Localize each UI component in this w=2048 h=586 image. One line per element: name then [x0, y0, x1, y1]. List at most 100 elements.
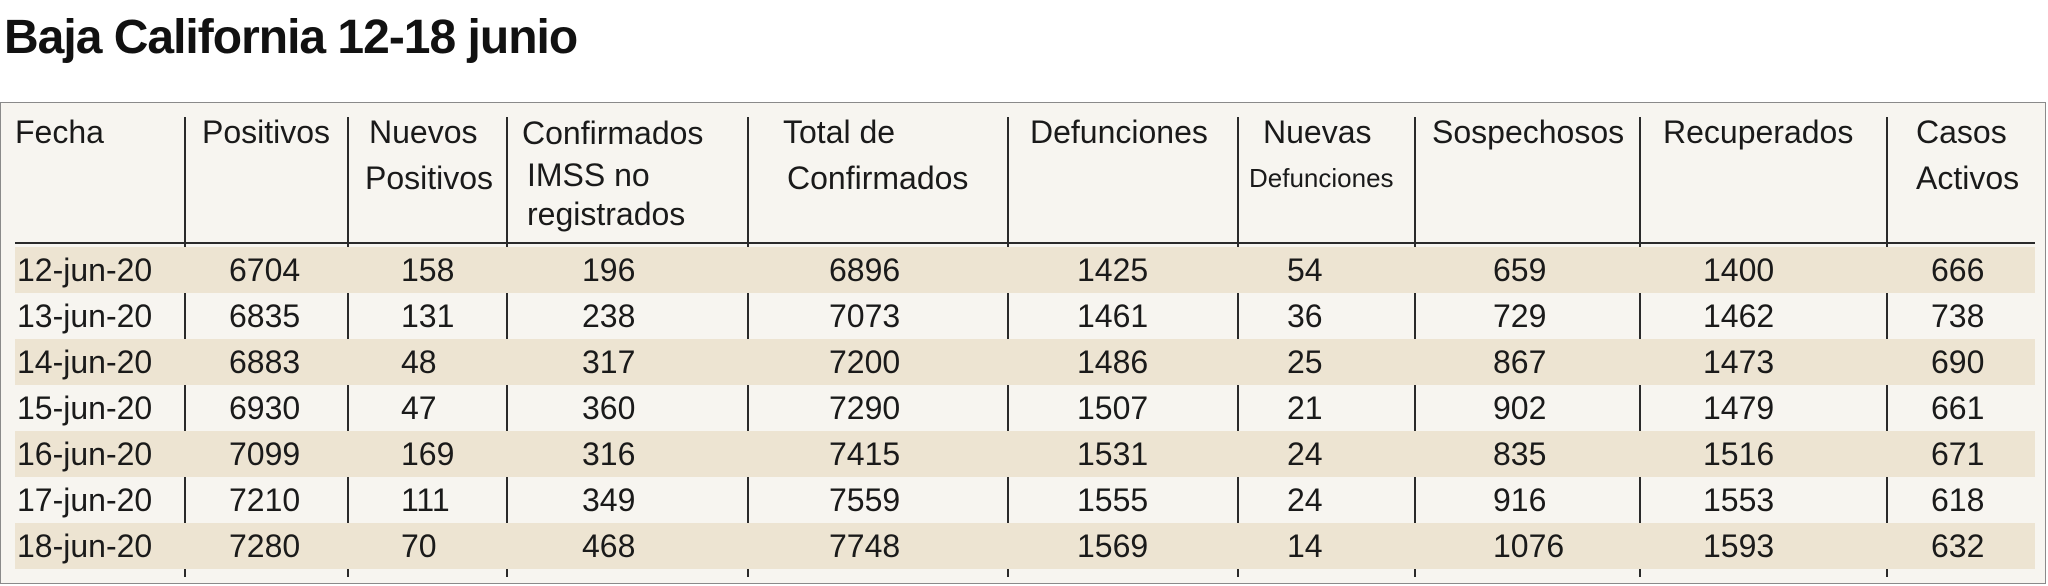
data-table: Fecha Positivos Nuevos Positivos Confirm… [0, 102, 2046, 584]
cell-defunciones: 1569 [1077, 528, 1149, 564]
cell-sospechosos: 1076 [1493, 528, 1565, 564]
cell-total-confirmados: 7748 [829, 528, 901, 564]
header-label: Activos [1916, 160, 2020, 196]
header-defunciones: Defunciones [1030, 109, 1208, 155]
cell-recuperados: 1516 [1703, 436, 1775, 472]
cell-confirmados-imss: 317 [582, 344, 636, 380]
header-label: Positivos [202, 114, 331, 150]
cell-nuevos-positivos: 131 [401, 298, 455, 334]
cell-recuperados: 1473 [1703, 344, 1775, 380]
table-row: 17-jun-20 7210 111 349 7559 1555 24 916 1553 618 [15, 477, 2035, 523]
cell-sospechosos: 835 [1493, 436, 1547, 472]
header-fecha: Fecha [15, 109, 104, 155]
cell-defunciones: 1531 [1077, 436, 1149, 472]
cell-positivos: 6930 [229, 390, 301, 426]
header-recuperados: Recuperados [1663, 109, 1853, 155]
cell-sospechosos: 659 [1493, 252, 1547, 288]
cell-casos-activos: 671 [1931, 436, 1985, 472]
cell-fecha: 16-jun-20 [17, 436, 153, 472]
cell-positivos: 6835 [229, 298, 301, 334]
table-row: 18-jun-20 7280 70 468 7748 1569 14 1076 1593 632 [15, 523, 2035, 569]
header-label: Confirmados [787, 160, 969, 196]
header-nuevas-defunciones: Nuevas Defunciones [1249, 109, 1394, 201]
table-row: 16-jun-20 7099 169 316 7415 1531 24 835 1516 671 [15, 431, 2035, 477]
cell-defunciones: 1461 [1077, 298, 1149, 334]
cell-casos-activos: 661 [1931, 390, 1985, 426]
cell-recuperados: 1400 [1703, 252, 1775, 288]
page-title: Baja California 12-18 junio [4, 11, 578, 64]
cell-nuevas-defunciones: 14 [1287, 528, 1323, 564]
header-label: IMSS no [527, 157, 650, 193]
cell-confirmados-imss: 238 [582, 298, 636, 334]
cell-nuevos-positivos: 70 [401, 528, 437, 564]
cell-fecha: 12-jun-20 [17, 252, 153, 288]
cell-nuevos-positivos: 158 [401, 252, 455, 288]
cell-defunciones: 1555 [1077, 482, 1149, 518]
header-label: Confirmados [522, 115, 704, 151]
cell-nuevos-positivos: 111 [401, 482, 450, 518]
header-label: Defunciones [1249, 163, 1394, 193]
cell-positivos: 7099 [229, 436, 301, 472]
cell-sospechosos: 729 [1493, 298, 1547, 334]
header-label: Fecha [15, 114, 104, 150]
cell-confirmados-imss: 349 [582, 482, 636, 518]
cell-sospechosos: 902 [1493, 390, 1547, 426]
cell-positivos: 6704 [229, 252, 301, 288]
cell-defunciones: 1486 [1077, 344, 1149, 380]
cell-positivos: 7210 [229, 482, 301, 518]
cell-positivos: 7280 [229, 528, 301, 564]
cell-casos-activos: 738 [1931, 298, 1985, 334]
cell-total-confirmados: 7290 [829, 390, 901, 426]
cell-nuevas-defunciones: 21 [1287, 390, 1323, 426]
header-label: Sospechosos [1432, 114, 1625, 150]
table-row: 13-jun-20 6835 131 238 7073 1461 36 729 1462 738 [15, 293, 2035, 339]
cell-total-confirmados: 7200 [829, 344, 901, 380]
header-label: Casos [1916, 114, 2007, 150]
cell-sospechosos: 867 [1493, 344, 1547, 380]
cell-total-confirmados: 7415 [829, 436, 901, 472]
header-label: Defunciones [1030, 114, 1208, 150]
cell-fecha: 18-jun-20 [17, 528, 153, 564]
cell-nuevos-positivos: 48 [401, 344, 437, 380]
table-row: 14-jun-20 6883 48 317 7200 1486 25 867 1473 690 [15, 339, 2035, 385]
cell-total-confirmados: 6896 [829, 252, 901, 288]
header-positivos: Positivos [202, 109, 330, 155]
cell-total-confirmados: 7559 [829, 482, 901, 518]
cell-positivos: 6883 [229, 344, 301, 380]
cell-confirmados-imss: 316 [582, 436, 636, 472]
cell-recuperados: 1462 [1703, 298, 1775, 334]
cell-fecha: 17-jun-20 [17, 482, 153, 518]
table-row: 15-jun-20 6930 47 360 7290 1507 21 902 1479 661 [15, 385, 2035, 431]
header-rule [15, 242, 2035, 244]
cell-defunciones: 1507 [1077, 390, 1149, 426]
cell-casos-activos: 618 [1931, 482, 1985, 518]
cell-nuevas-defunciones: 24 [1287, 436, 1323, 472]
cell-sospechosos: 916 [1493, 482, 1547, 518]
cell-nuevas-defunciones: 54 [1287, 252, 1323, 288]
header-sospechosos: Sospechosos [1432, 109, 1624, 155]
cell-fecha: 14-jun-20 [17, 344, 153, 380]
cell-recuperados: 1593 [1703, 528, 1775, 564]
cell-confirmados-imss: 360 [582, 390, 636, 426]
cell-confirmados-imss: 196 [582, 252, 636, 288]
cell-nuevas-defunciones: 24 [1287, 482, 1323, 518]
header-label: Total de [783, 114, 896, 150]
header-total-confirmados: Total de Confirmados [783, 109, 968, 201]
header-label: Recuperados [1663, 114, 1854, 150]
cell-fecha: 15-jun-20 [17, 390, 153, 426]
cell-nuevas-defunciones: 36 [1287, 298, 1323, 334]
header-label: Nuevas [1263, 114, 1372, 150]
cell-fecha: 13-jun-20 [17, 298, 153, 334]
header-nuevos-positivos: Nuevos Positivos [365, 109, 493, 201]
header-label: Positivos [365, 160, 494, 196]
cell-casos-activos: 666 [1931, 252, 1985, 288]
cell-nuevos-positivos: 47 [401, 390, 437, 426]
cell-recuperados: 1553 [1703, 482, 1775, 518]
header-confirmados-imss: Confirmados IMSS no registrados [522, 113, 703, 231]
header-casos-activos: Casos Activos [1916, 109, 2019, 201]
table-body: 12-jun-20 6704 158 196 6896 1425 54 659 1400 666 1… [15, 247, 2035, 569]
cell-defunciones: 1425 [1077, 252, 1149, 288]
header-label: Nuevos [369, 114, 478, 150]
header-label: registrados [527, 196, 686, 232]
cell-confirmados-imss: 468 [582, 528, 636, 564]
